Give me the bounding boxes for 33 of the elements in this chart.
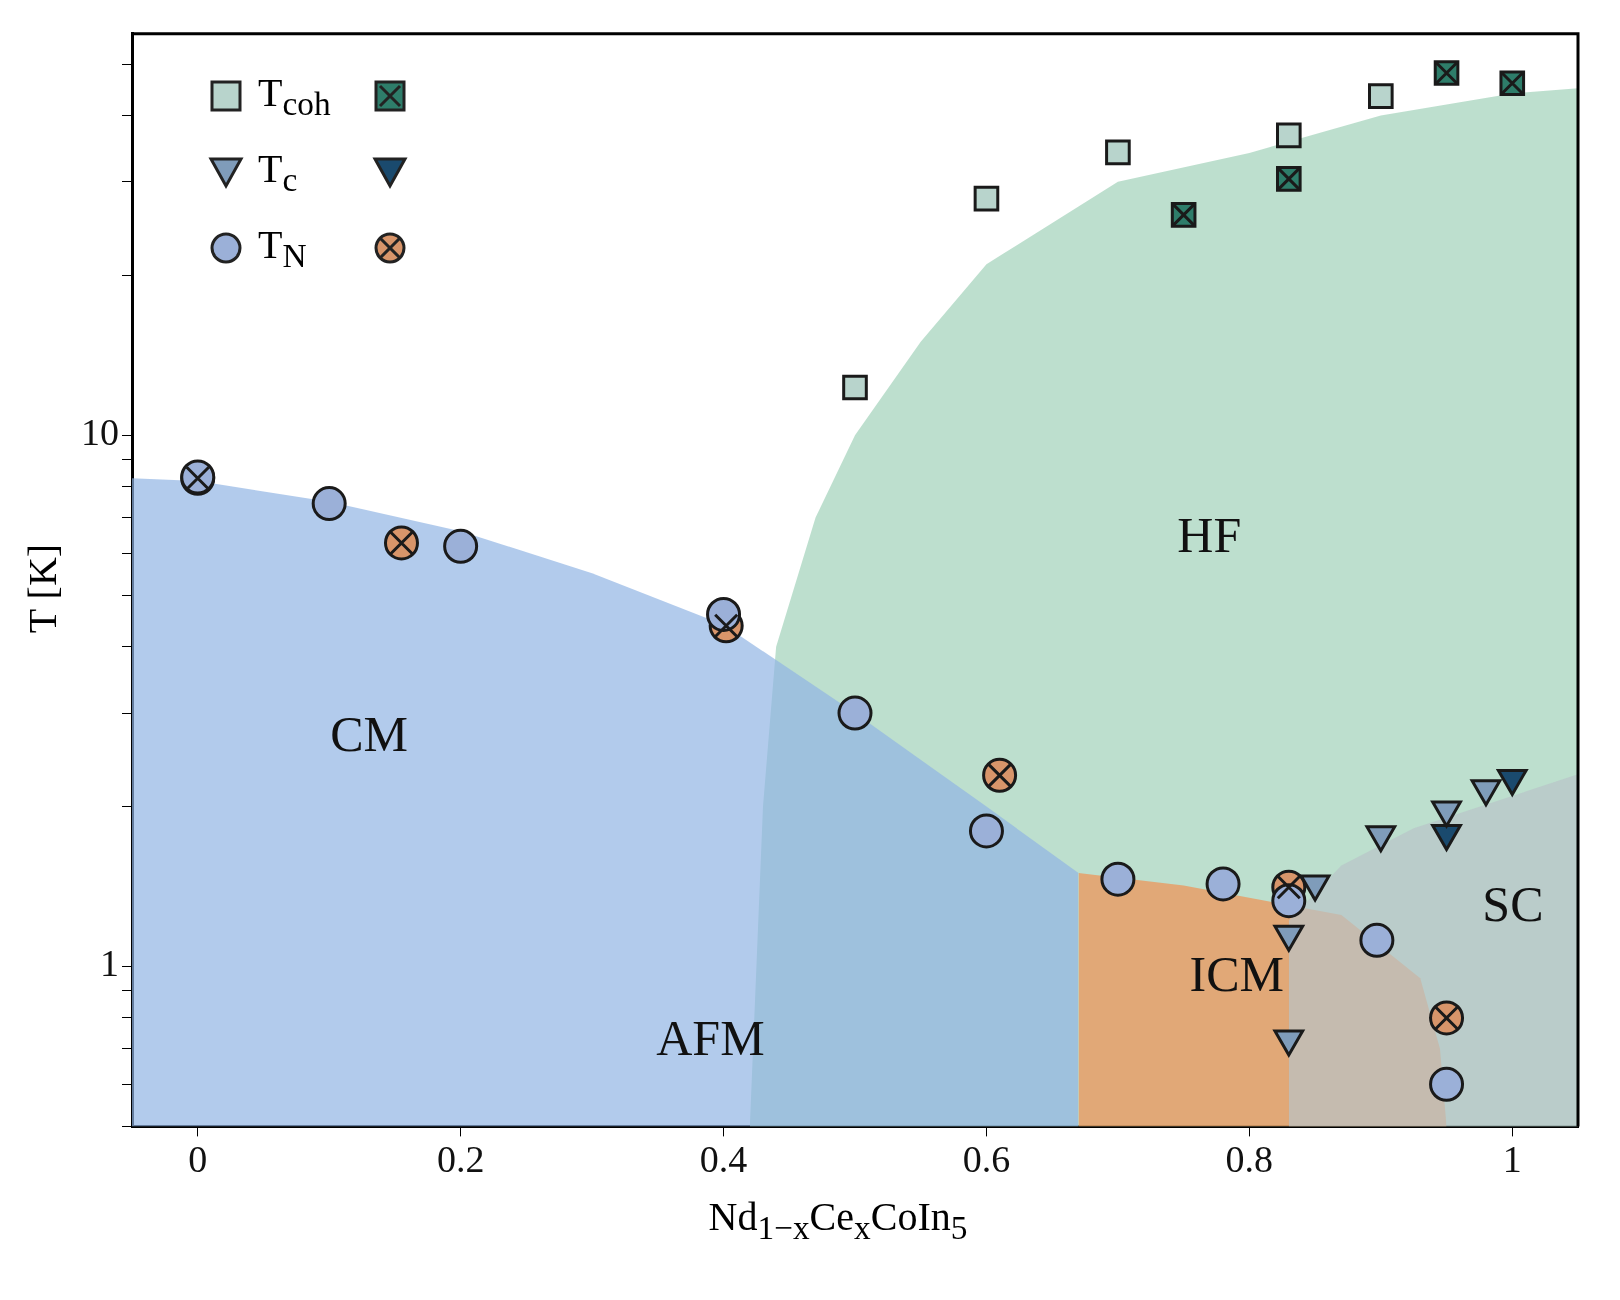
point bbox=[1429, 1066, 1465, 1102]
legend-label: T$_{N}$ bbox=[258, 221, 308, 275]
annotation: HF bbox=[1177, 506, 1242, 563]
legend-label: T$_{c}$ bbox=[258, 145, 299, 199]
annotation: AFM bbox=[656, 1010, 765, 1067]
point bbox=[443, 528, 479, 564]
point bbox=[1205, 866, 1241, 902]
point bbox=[1100, 861, 1136, 897]
x-tick-label: 0.8 bbox=[1225, 1138, 1274, 1181]
point bbox=[1429, 1000, 1465, 1036]
x-tick-label: 0.6 bbox=[962, 1138, 1011, 1181]
annotation: ICM bbox=[1189, 945, 1284, 1002]
annotation: CM bbox=[330, 705, 409, 762]
legend-label: T$_{coh}$ bbox=[258, 69, 332, 123]
point bbox=[968, 813, 1004, 849]
point bbox=[1359, 922, 1395, 958]
x-tick-label: 0.4 bbox=[699, 1138, 748, 1181]
x-tick-label: 1 bbox=[1502, 1138, 1522, 1181]
x-tick-label: 0 bbox=[188, 1138, 208, 1181]
annotation: SC bbox=[1482, 876, 1544, 933]
point bbox=[311, 486, 347, 522]
point bbox=[1105, 139, 1131, 166]
point bbox=[982, 757, 1018, 793]
x-axis-title: Nd$_{1−x}$Ce$_{x}$CoIn$_{5}$ bbox=[707, 1193, 969, 1247]
x-tick-label: 0.2 bbox=[436, 1138, 485, 1181]
point bbox=[837, 695, 873, 731]
point bbox=[1368, 83, 1394, 109]
y-tick-label: 10 bbox=[81, 411, 119, 454]
point bbox=[1275, 122, 1302, 149]
point bbox=[973, 185, 1000, 212]
y-axis-title: T [K] bbox=[19, 543, 67, 633]
point bbox=[842, 374, 868, 401]
point bbox=[383, 525, 419, 561]
